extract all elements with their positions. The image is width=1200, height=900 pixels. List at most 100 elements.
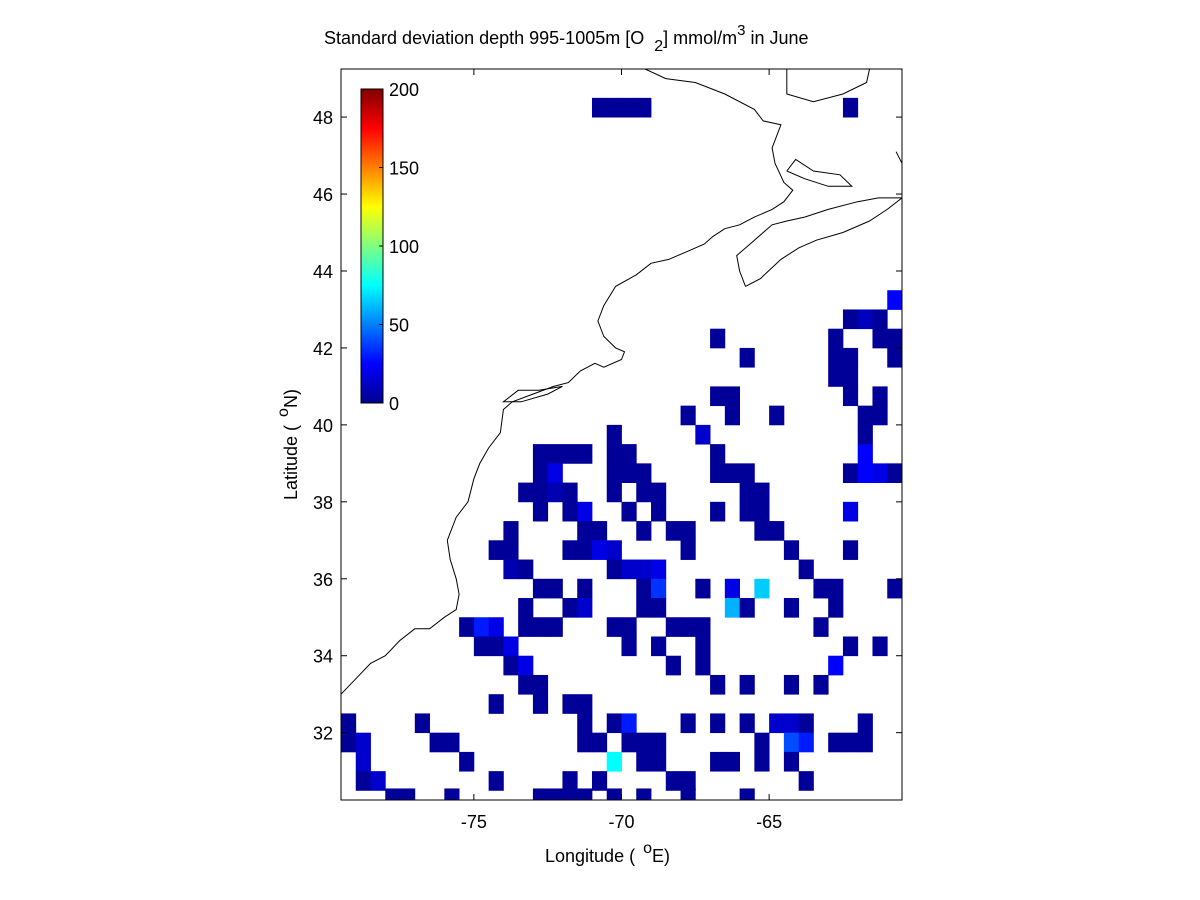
- coastline: [501, 385, 563, 403]
- heatmap-cell: [355, 732, 371, 753]
- heatmap-cell: [518, 598, 534, 618]
- heatmap-cell: [636, 97, 652, 118]
- heatmap-cell: [710, 501, 726, 522]
- heatmap-cell: [532, 578, 549, 599]
- heatmap-cell: [695, 636, 711, 657]
- heatmap-cell: [887, 578, 902, 599]
- heatmap-cell: [636, 578, 652, 599]
- heatmap-cell: [798, 771, 814, 791]
- heatmap-cell: [518, 617, 534, 637]
- heatmap-cell: [651, 482, 667, 503]
- heatmap-cell: [606, 559, 622, 580]
- heatmap-cell: [444, 788, 460, 800]
- heatmap-cell: [591, 521, 608, 541]
- heatmap-cell: [577, 578, 593, 599]
- heatmap-cell: [606, 713, 622, 734]
- heatmap-cell: [739, 482, 755, 503]
- heatmap-cell: [473, 617, 490, 637]
- heatmap-cell: [828, 328, 844, 349]
- heatmap-cell: [562, 444, 578, 464]
- heatmap-cell: [636, 463, 652, 483]
- ylabel-suffix: N): [281, 389, 301, 408]
- x-tick-label: -70: [608, 812, 634, 832]
- heatmap-cell: [783, 598, 800, 618]
- heatmap-cell: [739, 463, 755, 483]
- heatmap-cell: [503, 636, 519, 657]
- heatmap-cell: [783, 751, 800, 772]
- heatmap-cell: [887, 328, 902, 349]
- heatmap-cell: [503, 655, 519, 676]
- heatmap-cell: [872, 463, 888, 483]
- heatmap-cell: [444, 732, 460, 753]
- heatmap-cell: [532, 694, 549, 714]
- heatmap-cell: [842, 347, 859, 368]
- heatmap-cell: [621, 636, 637, 657]
- heatmap-cells: [341, 97, 902, 800]
- title-suffix: in June: [745, 28, 808, 48]
- heatmap-cell: [651, 732, 667, 753]
- heatmap-cell: [680, 771, 696, 791]
- heatmap-cell: [754, 578, 770, 599]
- heatmap-cell: [636, 751, 652, 772]
- heatmap-cell: [547, 444, 563, 464]
- heatmap-cell: [591, 97, 608, 118]
- heatmap-cell: [695, 655, 711, 676]
- heatmap-cell: [532, 788, 549, 800]
- heatmap-cell: [798, 559, 814, 580]
- heatmap-cell: [724, 598, 740, 618]
- heatmap-cell: [680, 788, 696, 800]
- heatmap-cell: [591, 771, 608, 791]
- heatmap-cell: [577, 788, 593, 800]
- heatmap-cell: [695, 578, 711, 599]
- heatmap-cell: [828, 598, 844, 618]
- heatmap-cell: [828, 732, 844, 753]
- heatmap-cell: [562, 771, 578, 791]
- chart-title: Standard deviation depth 995-1005m [O 2] …: [324, 22, 809, 55]
- heatmap-cell: [680, 540, 696, 560]
- heatmap-cell: [710, 463, 726, 483]
- heatmap-cell: [651, 559, 667, 580]
- heatmap-cell: [680, 521, 696, 541]
- heatmap-cell: [842, 732, 859, 753]
- heatmap-cell: [724, 578, 740, 599]
- heatmap-cell: [872, 328, 888, 349]
- heatmap-cell: [842, 540, 859, 560]
- heatmap-cell: [872, 636, 888, 657]
- heatmap-cell: [577, 444, 593, 464]
- heatmap-cell: [606, 97, 622, 118]
- heatmap-cell: [488, 694, 504, 714]
- heatmap-cell: [842, 97, 859, 118]
- colorbar-tick-label: 100: [389, 237, 419, 257]
- heatmap-cell: [739, 501, 755, 522]
- heatmap-cell: [636, 482, 652, 503]
- heatmap-cell: [754, 482, 770, 503]
- ylabel-degree: o: [275, 408, 292, 417]
- colorbar-tick-label: 0: [389, 394, 399, 414]
- heatmap-cell: [459, 751, 475, 772]
- heatmap-cell: [842, 636, 859, 657]
- heatmap-cell: [828, 655, 844, 676]
- heatmap-cell: [621, 617, 637, 637]
- heatmap-cell: [828, 367, 844, 387]
- heatmap-cell: [577, 501, 593, 522]
- heatmap-cell: [621, 713, 637, 734]
- title-middle: ] mmol/m: [663, 28, 737, 48]
- heatmap-cell: [798, 713, 814, 734]
- heatmap-cell: [857, 424, 873, 445]
- heatmap-cell: [887, 463, 902, 483]
- heatmap-cell: [341, 732, 357, 753]
- heatmap-cell: [518, 482, 534, 503]
- heatmap-cell: [680, 713, 696, 734]
- heatmap-cell: [355, 751, 371, 772]
- heatmap-cell: [606, 463, 622, 483]
- heatmap-cell: [887, 290, 902, 310]
- heatmap-cell: [341, 713, 357, 734]
- colorbar-ticks: 0 50 100 150 200: [379, 80, 419, 414]
- heatmap-cell: [562, 501, 578, 522]
- coastline: [786, 69, 870, 103]
- heatmap-cell: [547, 482, 563, 503]
- heatmap-cell: [754, 501, 770, 522]
- heatmap-cell: [887, 347, 902, 368]
- heatmap-cell: [636, 788, 652, 800]
- x-tick-label: -65: [756, 812, 782, 832]
